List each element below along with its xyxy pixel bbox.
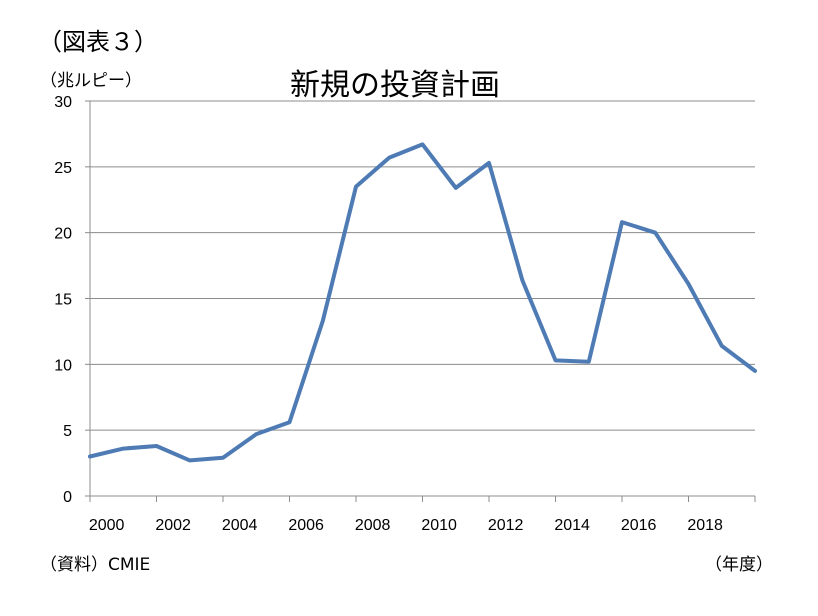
x-tick-label: 2010 bbox=[421, 517, 457, 534]
y-tick-label: 25 bbox=[54, 160, 72, 177]
source-label: （資料）CMIE bbox=[40, 555, 151, 575]
y-tick-labels: 0 5 10 15 20 25 30 bbox=[54, 94, 72, 506]
y-tick-label: 10 bbox=[54, 357, 72, 374]
figure-label: （図表３） bbox=[38, 28, 158, 56]
x-tick-label: 2000 bbox=[89, 517, 125, 534]
x-tick-label: 2012 bbox=[488, 517, 524, 534]
x-tick-label: 2004 bbox=[222, 517, 258, 534]
y-tick-label: 0 bbox=[63, 489, 72, 506]
x-tick-label: 2006 bbox=[288, 517, 324, 534]
x-tick-labels: 2000 2002 2004 2006 2008 2010 2012 2014 2016 2018 bbox=[89, 517, 723, 534]
axes bbox=[85, 100, 756, 502]
x-tick-label: 2016 bbox=[621, 517, 657, 534]
x-tick-label: 2008 bbox=[355, 517, 391, 534]
x-tick-label: 2014 bbox=[554, 517, 590, 534]
series-group bbox=[88, 142, 757, 463]
x-tick-label: 2018 bbox=[687, 517, 723, 534]
y-tick-label: 20 bbox=[54, 226, 72, 243]
x-tick-label: 2002 bbox=[155, 517, 191, 534]
y-tick-label: 15 bbox=[54, 292, 72, 309]
y-tick-label: 5 bbox=[63, 423, 72, 440]
y-tick-label: 30 bbox=[54, 94, 72, 111]
x-unit-label: （年度） bbox=[705, 555, 773, 575]
chart-title: 新規の投資計画 bbox=[290, 68, 500, 103]
grid-lines bbox=[90, 100, 755, 431]
y-unit-label: （兆ルピー） bbox=[40, 71, 142, 91]
series-line-0 bbox=[88, 142, 757, 463]
